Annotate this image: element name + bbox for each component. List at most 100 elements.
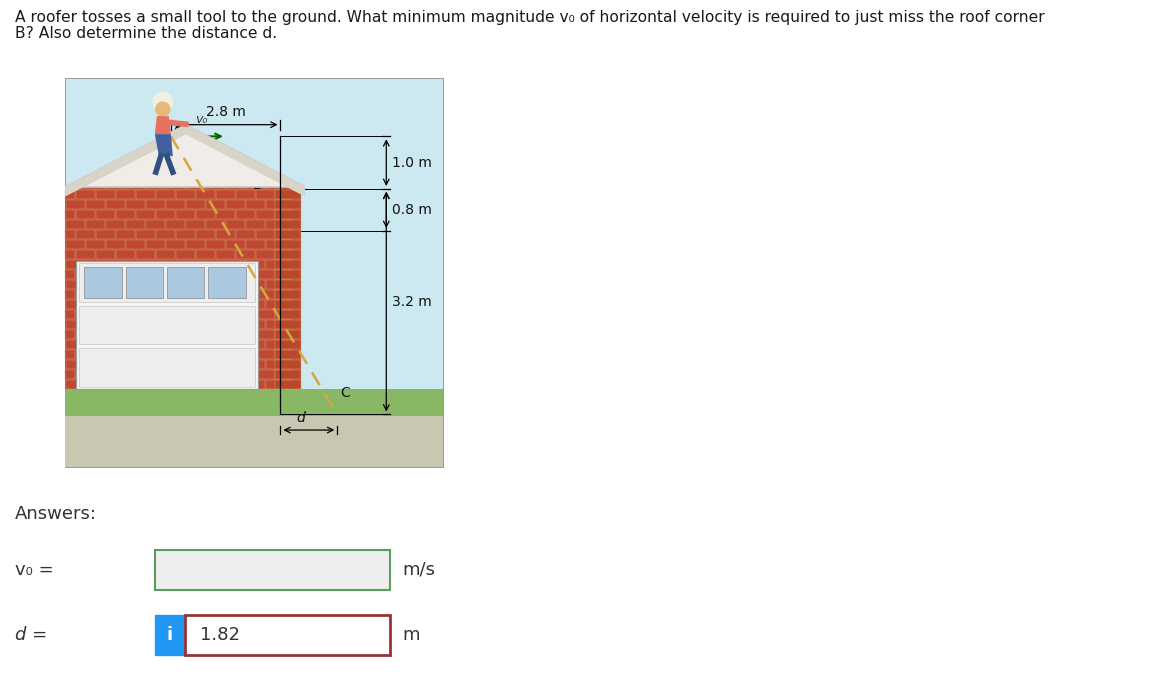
Polygon shape [65,416,443,467]
Bar [286,199,291,209]
Bar [167,267,204,298]
Text: B: B [253,178,262,192]
Bar [195,290,215,299]
Bar [275,230,301,239]
Bar [166,300,184,309]
Bar [146,320,164,329]
Bar [65,330,74,339]
Bar [226,340,244,349]
Bar [206,220,224,229]
Text: Answers:: Answers: [15,505,98,523]
Bar [155,230,175,239]
Bar [146,199,164,209]
Bar [246,187,264,189]
Bar [66,199,85,209]
Bar [215,250,235,259]
Bar [155,350,175,358]
Bar [95,330,114,339]
Bar [66,320,85,329]
Bar [166,320,184,329]
Bar [135,309,154,318]
Bar [106,239,125,248]
Bar [65,270,74,279]
Bar [255,250,275,259]
Bar [275,250,291,259]
Bar [255,190,275,199]
Bar [65,250,74,259]
Bar [206,360,224,369]
Bar [75,370,94,379]
Bar [215,370,235,379]
Bar [135,370,154,379]
Bar [186,280,204,288]
Bar [195,330,215,339]
Bar [286,220,291,229]
Bar [186,199,204,209]
Bar [215,330,235,339]
Bar [106,199,125,209]
Bar [135,250,154,259]
Bar [146,260,164,269]
Bar [235,250,255,259]
Bar [246,280,264,288]
Bar [275,290,301,299]
Bar [135,350,154,358]
Bar [255,230,275,239]
Bar [186,379,204,389]
Bar [266,360,284,369]
Bar [115,370,134,379]
Text: A: A [174,120,183,134]
Bar [106,260,125,269]
Circle shape [156,102,170,116]
Bar [275,210,301,218]
Bar [126,300,145,309]
Bar [275,300,301,309]
Bar [126,360,145,369]
Text: 1.0 m: 1.0 m [392,155,432,169]
Bar [175,190,195,199]
Bar [275,187,301,389]
Bar [155,190,175,199]
Bar [215,309,235,318]
Bar [166,239,184,248]
Bar [246,239,264,248]
Bar [95,210,114,218]
Bar [146,379,164,389]
Bar [126,199,145,209]
Bar [215,270,235,279]
Bar [85,267,122,298]
Bar [115,309,134,318]
Bar [275,290,291,299]
Bar [255,350,275,358]
Bar [115,270,134,279]
Bar [235,210,255,218]
Bar [275,309,301,318]
Bar [226,199,244,209]
Bar [86,280,105,288]
Bar [75,190,94,199]
Text: 3.2 m: 3.2 m [392,295,432,309]
Bar [155,370,175,379]
Bar [95,290,114,299]
Text: v₀ =: v₀ = [15,561,54,579]
Bar [215,230,235,239]
Bar [286,187,291,189]
Bar [266,239,284,248]
Bar [235,350,255,358]
Bar [75,250,94,259]
Bar [65,190,74,199]
Bar [275,340,301,349]
Bar [266,379,284,389]
Bar [246,199,264,209]
Bar [66,187,85,189]
Bar [266,320,284,329]
Bar [106,280,125,288]
Bar [206,300,224,309]
Bar [86,340,105,349]
Bar [115,230,134,239]
Bar [186,239,204,248]
Bar [166,199,184,209]
Bar [86,379,105,389]
Bar [135,290,154,299]
Bar [76,261,257,389]
